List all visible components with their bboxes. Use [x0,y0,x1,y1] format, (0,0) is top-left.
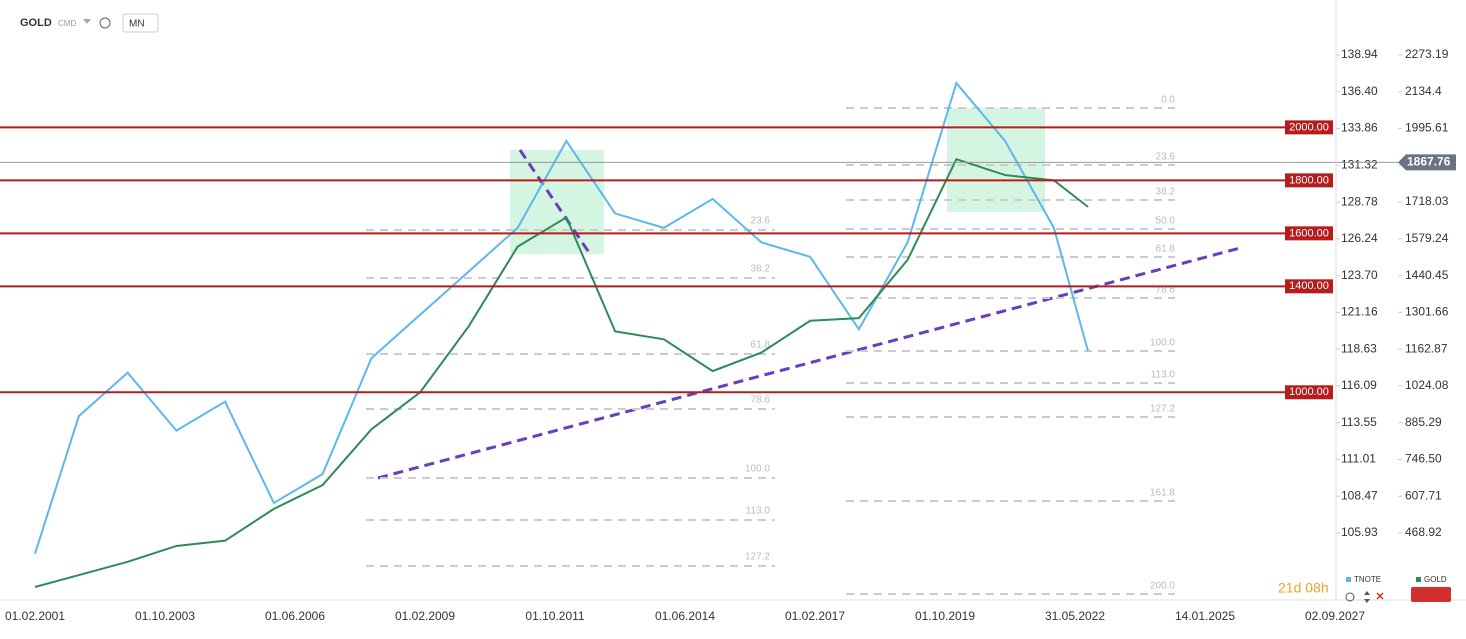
fib-label: 61.8 [751,340,771,351]
y2-tick-label: 746.50 [1405,452,1442,466]
y-tick-label: 108.47 [1341,488,1378,502]
x-tick-label: 01.10.2011 [525,609,584,623]
symbol[interactable]: GOLD [20,17,52,29]
fib-label: 127.2 [745,552,770,563]
kind: CMD [58,19,76,28]
y-tick-label: 126.24 [1341,231,1378,245]
fib-label: 100.0 [745,464,770,475]
legend-label: GOLD [1424,575,1447,584]
fib-label: 23.6 [751,216,771,227]
x-tick-label: 01.02.2017 [785,609,845,623]
fib-label: 0.0 [1161,95,1175,106]
trend-line [518,149,592,255]
fib-label: 61.8 [1156,244,1176,255]
y-tick-label: 105.93 [1341,525,1378,539]
close-icon[interactable] [1376,592,1384,600]
legend-swatch [1416,577,1421,582]
y2-tick-label: 1718.03 [1405,194,1449,208]
fib-label: 113.0 [746,506,771,517]
fib-label: 113.0 [1151,370,1176,381]
level-tag [1285,120,1333,135]
y2-tick-label: 2273.19 [1405,47,1449,61]
level-label: 1600.00 [1289,227,1329,239]
timer: 21d 08h [1278,580,1329,596]
trend-line [377,246,1241,480]
x-tick-label: 01.06.2006 [265,609,325,623]
y2-tick-label: 2134.4 [1405,84,1442,98]
level-tag [1285,173,1333,188]
fib-label: 127.2 [1150,404,1175,415]
y2-tick-label: 1579.24 [1405,231,1449,245]
level-tag [1285,279,1333,294]
y2-tick-label: 1301.66 [1405,305,1449,319]
price-tag [1398,154,1456,171]
x-tick-label: 02.09.2027 [1305,609,1365,623]
dropdown-arrow[interactable] [83,19,91,24]
y-tick-label: 138.94 [1341,47,1378,61]
level-label: 1800.00 [1289,174,1329,186]
fib-label: 38.2 [751,264,771,275]
fib-label: 161.8 [1150,488,1175,499]
x-tick-label: 01.06.2014 [655,609,715,623]
y-tick-label: 116.09 [1341,378,1377,392]
price-tag-label: 1867.76 [1407,155,1451,169]
x-tick-label: 31.05.2022 [1045,609,1105,623]
y-tick-label: 128.78 [1341,194,1378,208]
y2-tick-label: 1162.87 [1405,341,1448,355]
y-tick-label: 131.32 [1341,158,1378,172]
fib-label: 78.6 [1156,285,1176,296]
price-line [34,81,1089,554]
y-tick-label: 123.70 [1341,268,1378,282]
x-tick-label: 01.02.2001 [5,609,65,623]
legend-label: TNOTE [1354,575,1381,584]
fib-label: 50.0 [1156,216,1176,227]
y2-tick-label: 1024.08 [1405,378,1449,392]
level-label: 2000.00 [1289,121,1329,133]
interval-box[interactable] [122,13,159,33]
interval[interactable]: MN [129,19,145,30]
x-tick-label: 01.02.2009 [395,609,455,623]
sort-icon[interactable] [1364,591,1370,603]
settings-button[interactable] [1411,587,1451,602]
zone [947,108,1045,212]
zone [510,150,604,254]
y-tick-label: 118.63 [1341,341,1377,355]
y2-tick-label: 468.92 [1405,525,1442,539]
y-tick-label: 121.16 [1341,305,1378,319]
fib-label: 38.2 [1156,187,1176,198]
legend-swatch [1346,577,1351,582]
level-label: 1000.00 [1289,386,1329,398]
x-tick-label: 01.10.2003 [135,609,195,623]
fib-label: 100.0 [1150,338,1175,349]
fib-label: 23.6 [1156,152,1176,163]
x-tick-label: 01.10.2019 [915,609,975,623]
y-tick-label: 133.86 [1341,121,1378,135]
y2-tick-label: 885.29 [1405,415,1442,429]
price-line [34,157,1089,588]
y2-tick-label: 1440.45 [1405,268,1449,282]
info-icon[interactable] [99,17,111,29]
x-tick-label: 14.01.2025 [1175,609,1235,623]
y-tick-label: 113.55 [1341,415,1377,429]
level-tag [1285,385,1333,400]
level-label: 1400.00 [1289,280,1329,292]
level-tag [1285,226,1333,241]
fib-label: 200.0 [1150,581,1175,592]
y2-tick-label: 1995.61 [1405,121,1449,135]
y-tick-label: 111.01 [1341,452,1376,466]
y-tick-label: 136.40 [1341,84,1378,98]
y2-tick-label: 607.71 [1405,488,1442,502]
eye-icon[interactable] [1345,592,1355,602]
fib-label: 78.6 [751,395,771,406]
